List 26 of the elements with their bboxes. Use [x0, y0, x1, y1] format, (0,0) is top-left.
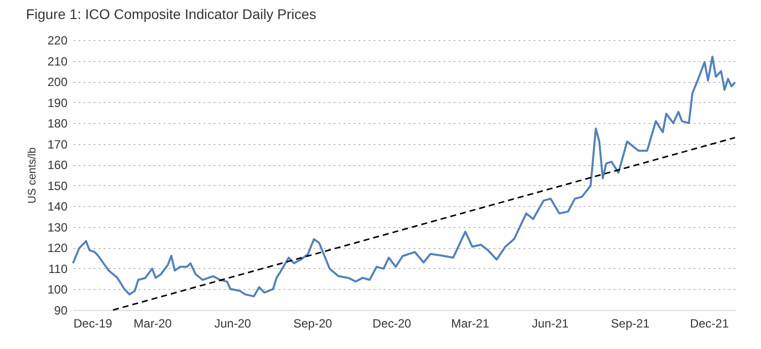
x-tick-label: Mar-21 — [451, 316, 490, 330]
x-tick-label: Dec-19 — [74, 316, 113, 330]
x-tick-label: Jun-21 — [532, 316, 569, 330]
x-tick-label: Sep-21 — [610, 316, 650, 330]
x-tick-label: Dec-20 — [372, 316, 412, 330]
y-tick-label: 200 — [47, 75, 68, 90]
y-tick-label: 110 — [48, 262, 68, 276]
chart-title: Figure 1: ICO Composite Indicator Daily Prices — [26, 6, 316, 22]
y-tick-label: 140 — [47, 200, 68, 214]
y-tick-label: 220 — [47, 34, 68, 48]
y-tick-label: 180 — [47, 116, 68, 131]
x-tick-label: Dec-21 — [690, 316, 730, 330]
y-tick-label: 90 — [54, 304, 68, 318]
y-tick-label: 170 — [47, 137, 68, 152]
x-tick-label: Sep-20 — [293, 316, 332, 330]
y-tick-label: 210 — [47, 54, 68, 68]
y-tick-label: 150 — [47, 178, 68, 193]
x-tick-label: Mar-20 — [134, 316, 172, 330]
y-tick-label: 120 — [47, 241, 68, 256]
x-tick-label: Jun-20 — [214, 316, 252, 330]
y-tick-label: 160 — [47, 158, 68, 172]
y-tick-label: 130 — [47, 220, 68, 234]
y-axis-title: US cents/lb — [26, 147, 38, 204]
y-tick-label: 190 — [47, 96, 68, 110]
line-series — [72, 56, 736, 298]
y-tick-label: 100 — [47, 282, 68, 297]
